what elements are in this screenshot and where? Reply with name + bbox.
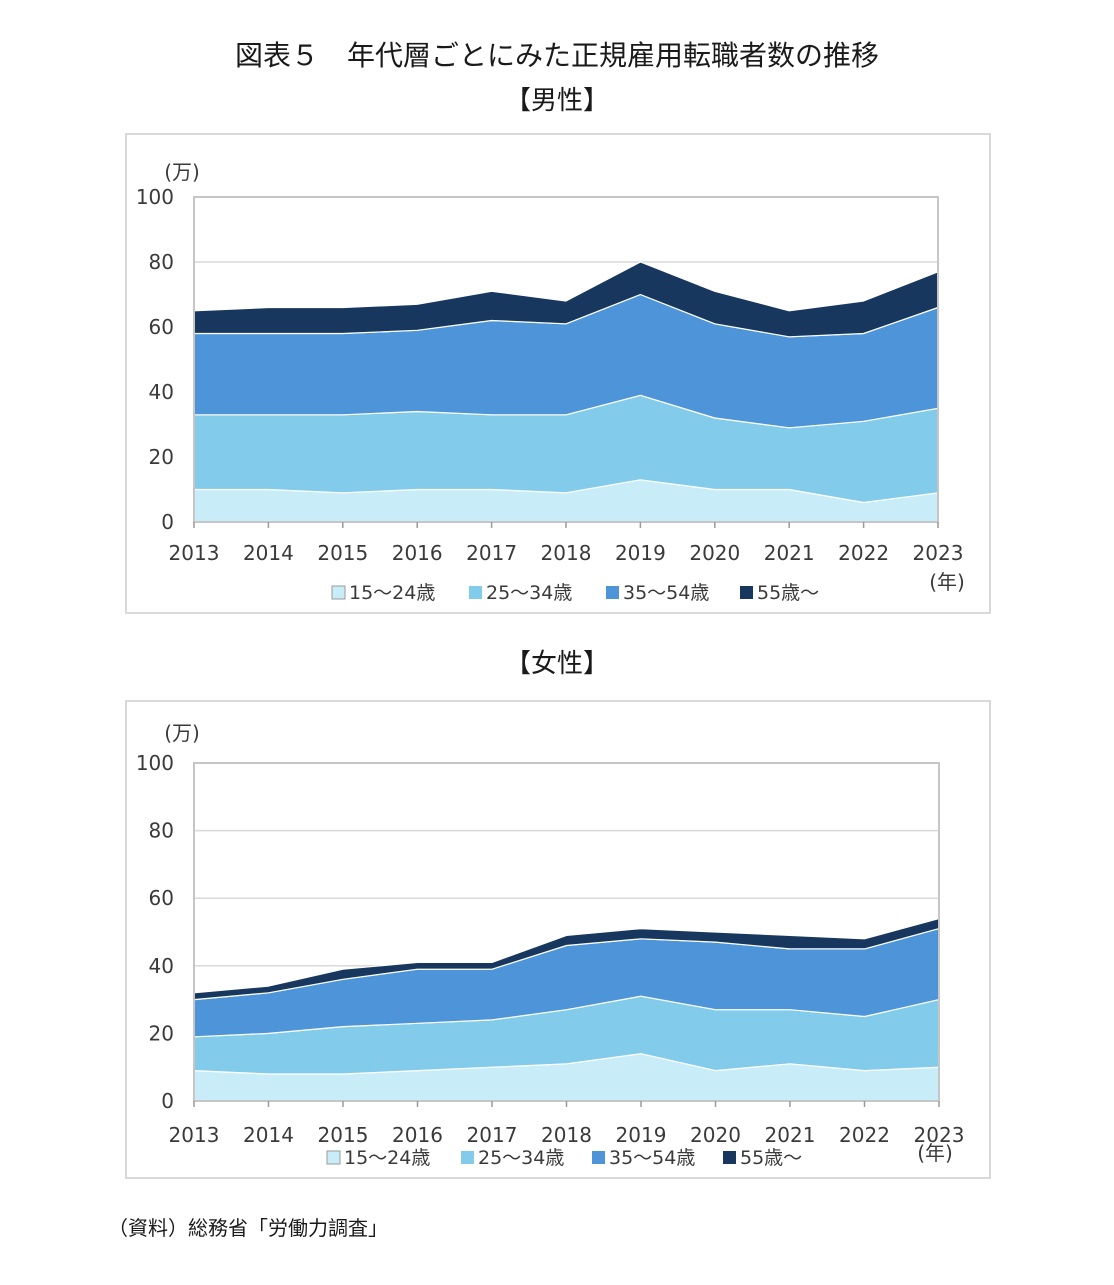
y-unit-label: (万) [164,160,200,184]
source-note: （資料）総務省「労働力調査」 [108,1216,388,1240]
legend-label: 55歳～ [757,582,819,604]
y-tick-label: 0 [161,1089,174,1113]
chart-female-svg: 0 20 40 60 80 100 2013 2014 2015 2016 2017 2018 2019… [136,721,965,1169]
y-tick-label: 100 [136,185,174,209]
y-tick-label: 20 [149,1021,174,1045]
x-tick-label: 2021 [764,541,815,565]
y-tick-label: 100 [136,751,174,775]
x-tick-label: 2013 [169,541,220,565]
x-tick-label: 2015 [318,1123,369,1147]
chart-female-title: 【女性】 [504,649,609,679]
y-tick-label: 40 [149,380,174,404]
y-tick-label: 80 [149,250,174,274]
x-tick-label: 2023 [914,1123,965,1147]
x-tick-label: 2023 [913,541,964,565]
x-tick-label: 2021 [765,1123,816,1147]
x-tick-label: 2017 [467,1123,518,1147]
chart-female-panel: 0 20 40 60 80 100 2013 2014 2015 2016 2017 2018 2019… [125,700,991,1179]
x-tick-label: 2018 [541,541,592,565]
legend-label: 35～54歳 [609,1147,695,1169]
legend-label: 35～54歳 [623,582,709,604]
y-tick-label: 80 [149,819,174,843]
y-tick-label: 20 [149,445,174,469]
x-tick-label: 2020 [690,1123,741,1147]
x-tick-label: 2020 [689,541,740,565]
x-unit-label: (年) [929,570,965,594]
x-tick-label: 2019 [616,1123,667,1147]
x-tick-label: 2019 [615,541,666,565]
legend-swatch [461,1151,474,1164]
x-tick-label: 2022 [839,1123,890,1147]
x-tick-label: 2016 [392,1123,443,1147]
x-tick-label: 2015 [317,541,368,565]
legend-swatch [326,1150,341,1165]
figure-title: 図表５ 年代層ごとにみた正規雇用転職者数の推移 [234,39,879,72]
legend-label: 25～34歳 [478,1147,564,1169]
x-tick-label: 2016 [392,541,443,565]
chart-male-panel: 0 20 40 60 80 100 2013 2014 2015 2016 2017 2018 2019… [125,133,991,614]
chart-male-title: 【男性】 [504,86,609,116]
legend-swatch [740,586,753,599]
x-tick-label: 2014 [243,1123,294,1147]
x-tick-label: 2017 [466,541,517,565]
legend-label: 15～24歳 [349,582,435,604]
x-tick-label: 2022 [838,541,889,565]
x-tick-label: 2018 [541,1123,592,1147]
legend-swatch [723,1151,736,1164]
y-tick-label: 0 [161,510,174,534]
y-tick-label: 40 [149,954,174,978]
legend-label: 15～24歳 [344,1147,430,1169]
x-tick-label: 2014 [243,541,294,565]
legend-swatch [592,1151,605,1164]
legend-swatch [469,586,482,599]
legend-label: 55歳～ [740,1147,802,1169]
x-unit-label: (年) [917,1141,953,1165]
legend-swatch [331,585,346,600]
chart-male-svg: 0 20 40 60 80 100 2013 2014 2015 2016 2017 2018 2019… [136,160,965,604]
y-tick-label: 60 [149,886,174,910]
legend-swatch [606,586,619,599]
y-unit-label: (万) [164,721,200,745]
x-tick-label: 2013 [169,1123,220,1147]
y-tick-label: 60 [149,315,174,339]
legend-label: 25～34歳 [486,582,572,604]
